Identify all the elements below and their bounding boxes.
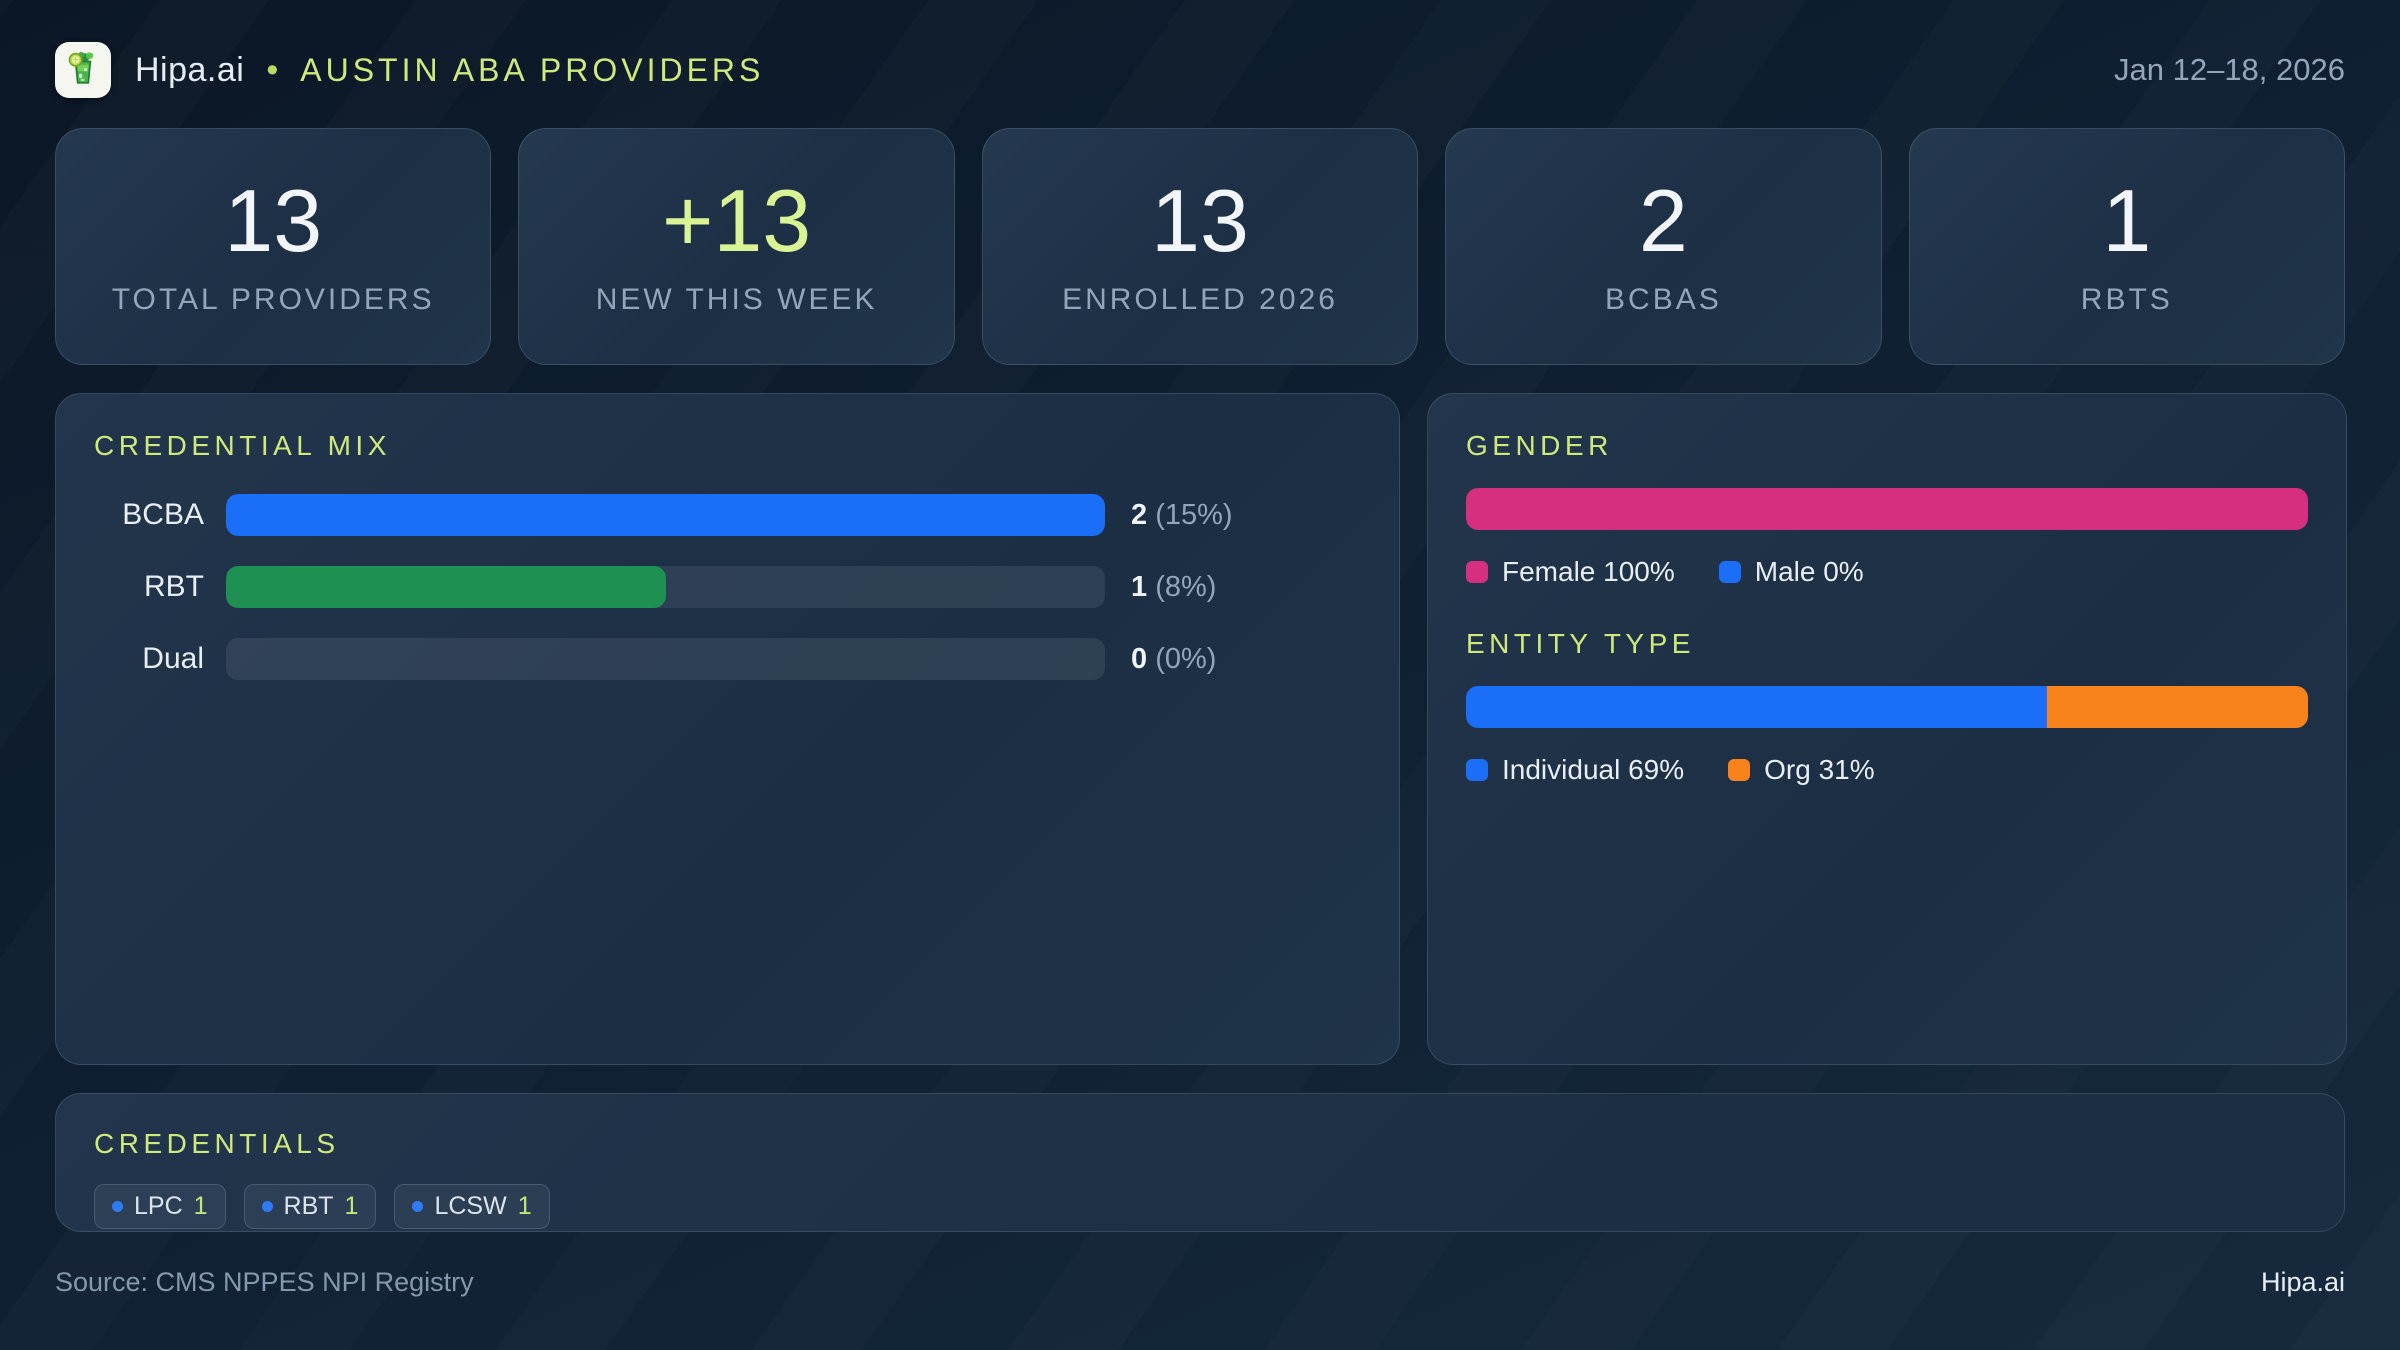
chip-lpc: LPC 1 — [94, 1184, 226, 1229]
stat-cards-row: 13 TOTAL PROVIDERS +13 NEW THIS WEEK 13 … — [55, 128, 2345, 365]
individual-swatch — [1466, 759, 1488, 781]
gender-title: GENDER — [1466, 430, 1613, 461]
header: Hipa.ai • AUSTIN ABA PROVIDERS Jan 12–18… — [55, 30, 2345, 110]
bar-label: BCBA — [122, 498, 204, 531]
bar-fill-rbt — [226, 566, 666, 608]
chip-dot-icon — [412, 1201, 424, 1212]
stat-label: TOTAL PROVIDERS — [111, 282, 435, 316]
bar-track — [226, 494, 1105, 536]
stat-card-new-this-week: +13 NEW THIS WEEK — [518, 128, 955, 365]
stat-card-enrolled-2026: 13 ENROLLED 2026 — [981, 128, 1419, 365]
source-attribution: Source: CMS NPPES NPI Registry — [55, 1266, 474, 1297]
bar-row-rbt: RBT 1 (8%) — [94, 566, 1361, 608]
stat-card-bcbas: 2 BCBAS — [1445, 128, 1882, 365]
chip-dot-icon — [112, 1201, 123, 1212]
bar-track — [226, 638, 1105, 680]
gender-bar — [1466, 488, 2308, 530]
stat-value: 13 — [1151, 170, 1249, 270]
entity-type-bar — [1466, 686, 2308, 728]
footer-brand: Hipa.ai — [2260, 1266, 2345, 1297]
footer: Source: CMS NPPES NPI Registry Hipa.ai — [55, 1260, 2345, 1304]
legend-item-org: Org 31% — [1728, 754, 1875, 786]
bar-track — [226, 566, 1105, 608]
bar-label: Dual — [142, 642, 204, 675]
app-logo — [55, 42, 111, 98]
credential-mix-title: CREDENTIAL MIX — [94, 430, 391, 461]
entity-type-title: ENTITY TYPE — [1466, 628, 1695, 659]
brand-name: Hipa.ai — [135, 50, 245, 89]
bar-fill-bcba — [226, 494, 1105, 536]
entity-segment-org — [2046, 686, 2308, 728]
chip-dot-icon — [261, 1201, 273, 1212]
stat-value: 1 — [2102, 170, 2152, 270]
stat-label: ENROLLED 2026 — [1062, 282, 1338, 316]
date-range: Jan 12–18, 2026 — [2114, 52, 2345, 87]
legend-item-male: Male 0% — [1718, 556, 1864, 588]
bar-value: 0 (0%) — [1131, 642, 1217, 675]
chip-lcsw: LCSW 1 — [394, 1184, 550, 1229]
credential-chips: LPC 1 RBT 1 LCSW 1 — [94, 1184, 2306, 1229]
stat-label: RBTS — [2080, 282, 2173, 316]
bar-row-bcba: BCBA 2 (15%) — [94, 494, 1361, 536]
stat-card-total-providers: 13 TOTAL PROVIDERS — [55, 128, 492, 365]
bar-label: RBT — [144, 570, 204, 603]
stat-label: NEW THIS WEEK — [595, 282, 878, 316]
legend-item-individual: Individual 69% — [1466, 754, 1684, 786]
entity-type-legend: Individual 69% Org 31% — [1466, 754, 2308, 786]
male-swatch — [1718, 561, 1741, 583]
separator-dot: • — [266, 50, 279, 89]
stat-label: BCBAS — [1605, 282, 1722, 316]
gender-legend: Female 100% Male 0% — [1466, 556, 2308, 588]
credentials-title: CREDENTIALS — [94, 1128, 340, 1159]
stat-value: +13 — [661, 170, 812, 270]
female-swatch — [1466, 561, 1488, 583]
page-title: AUSTIN ABA PROVIDERS — [300, 51, 765, 88]
stat-value: 13 — [224, 170, 323, 270]
bar-value: 2 (15%) — [1131, 498, 1233, 531]
demographics-panel: GENDER Female 100% Male 0% ENTITY TYPE — [1427, 393, 2347, 1065]
stat-value: 2 — [1638, 170, 1688, 270]
chip-rbt: RBT 1 — [243, 1184, 377, 1229]
bar-value: 1 (8%) — [1131, 570, 1217, 603]
legend-item-female: Female 100% — [1466, 556, 1675, 588]
main-panels: CREDENTIAL MIX BCBA 2 (15%) RBT 1 (8 — [55, 393, 2347, 1065]
credentials-panel: CREDENTIALS LPC 1 RBT 1 LCSW 1 — [55, 1093, 2345, 1232]
org-swatch — [1728, 759, 1751, 781]
credential-mix-panel: CREDENTIAL MIX BCBA 2 (15%) RBT 1 (8 — [55, 393, 1400, 1065]
gender-segment-female — [1466, 488, 2308, 530]
entity-segment-individual — [1466, 686, 2047, 728]
mojito-drink-icon — [60, 45, 106, 96]
stat-card-rbts: 1 RBTS — [1908, 128, 2345, 365]
bar-row-dual: Dual 0 (0%) — [94, 638, 1361, 680]
